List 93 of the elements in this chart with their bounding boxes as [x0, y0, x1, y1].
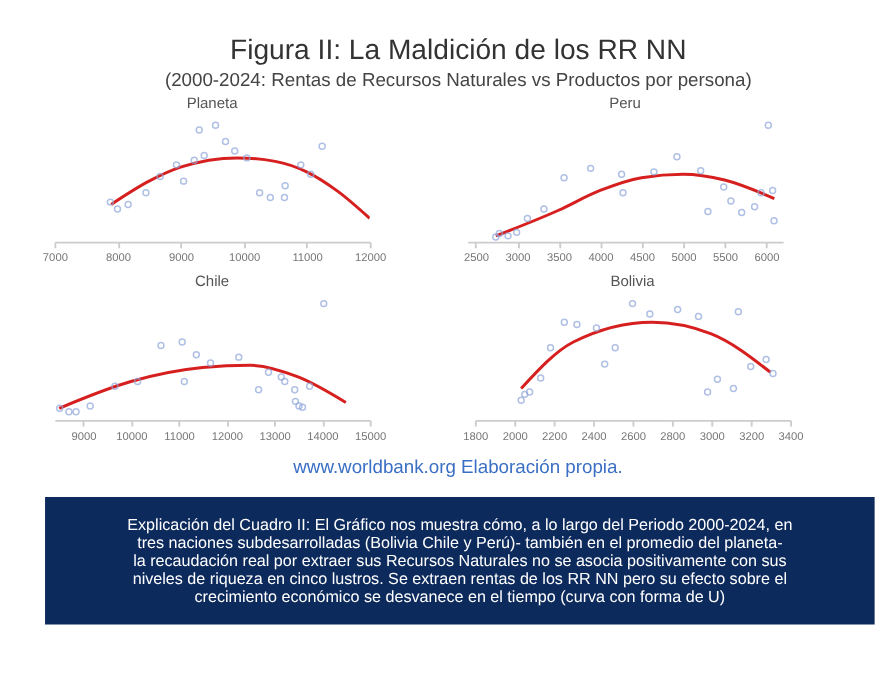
point [133, 377, 142, 386]
point [517, 396, 525, 404]
point [231, 147, 239, 155]
point [650, 168, 658, 176]
point [206, 359, 215, 367]
point [124, 200, 132, 209]
point [243, 154, 251, 162]
point [291, 386, 299, 394]
point [280, 193, 289, 202]
point [757, 189, 765, 197]
point [298, 403, 307, 411]
point [86, 402, 94, 410]
point [255, 189, 264, 197]
point [211, 121, 220, 130]
point [673, 305, 682, 314]
point [254, 386, 263, 394]
point [305, 382, 314, 390]
point [111, 382, 119, 390]
point [764, 121, 773, 130]
text: www.worldbank.org Elaboración propia. [291, 456, 623, 477]
point [628, 299, 637, 308]
point [295, 402, 303, 410]
point [72, 408, 80, 416]
text: (2000-2024: Rentas de Recursos Naturales vs Productos por persona) [164, 69, 752, 90]
chart-title: Chile [194, 272, 230, 291]
point [694, 312, 703, 321]
point [520, 390, 529, 399]
point [297, 161, 305, 169]
point [703, 388, 712, 396]
point [704, 207, 712, 216]
point [180, 377, 189, 386]
point [172, 161, 181, 169]
chart-title: Planeta [186, 94, 240, 113]
point [673, 153, 681, 161]
point [178, 338, 186, 346]
chart-title: Bolivia [610, 272, 657, 291]
point [195, 126, 203, 134]
point [525, 388, 534, 396]
point [737, 208, 746, 217]
chart-title: Peru [609, 94, 641, 113]
point [619, 189, 627, 197]
point [492, 233, 500, 241]
point [106, 198, 115, 206]
point [727, 197, 735, 205]
point [601, 360, 609, 368]
point [560, 173, 568, 182]
point [617, 170, 626, 178]
point [573, 320, 581, 329]
point [762, 355, 770, 364]
point [320, 299, 328, 308]
point [540, 205, 548, 213]
point [504, 232, 512, 240]
point [65, 408, 73, 416]
point [747, 362, 755, 371]
point [142, 189, 150, 197]
point [769, 369, 777, 378]
point [546, 344, 555, 352]
point [720, 183, 728, 191]
point [235, 353, 243, 361]
point [190, 156, 198, 164]
point [768, 186, 777, 195]
point [713, 375, 722, 383]
point [266, 193, 275, 202]
point [696, 166, 705, 175]
point [729, 384, 738, 393]
point [750, 203, 759, 211]
point [56, 404, 64, 413]
point [586, 164, 595, 173]
point [291, 397, 300, 406]
text: Figura II: La Maldición de los RR NN [230, 33, 687, 66]
point [179, 177, 188, 185]
point [512, 228, 521, 237]
point [221, 137, 230, 146]
point [281, 377, 289, 386]
point [318, 142, 326, 150]
point [536, 374, 545, 382]
point [156, 172, 164, 181]
point [277, 373, 285, 381]
point [523, 214, 532, 223]
point [495, 229, 504, 238]
point [611, 344, 619, 352]
point [281, 182, 289, 190]
point [560, 318, 569, 326]
point [734, 308, 743, 316]
point [307, 170, 315, 178]
point [200, 151, 208, 160]
point [592, 324, 601, 332]
point [192, 351, 201, 359]
point [646, 310, 654, 318]
point [264, 368, 273, 376]
point [157, 341, 165, 350]
point [770, 217, 778, 225]
point [113, 205, 122, 213]
